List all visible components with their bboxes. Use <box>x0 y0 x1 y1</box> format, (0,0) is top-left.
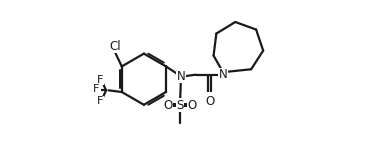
Text: F: F <box>97 75 103 85</box>
Text: O: O <box>188 99 197 112</box>
Text: S: S <box>177 99 184 112</box>
Text: Cl: Cl <box>109 40 121 53</box>
Text: O: O <box>163 99 172 112</box>
Text: N: N <box>177 70 185 83</box>
Text: O: O <box>205 95 214 108</box>
Text: N: N <box>219 68 227 81</box>
Text: F: F <box>93 84 99 94</box>
Text: F: F <box>97 96 103 106</box>
